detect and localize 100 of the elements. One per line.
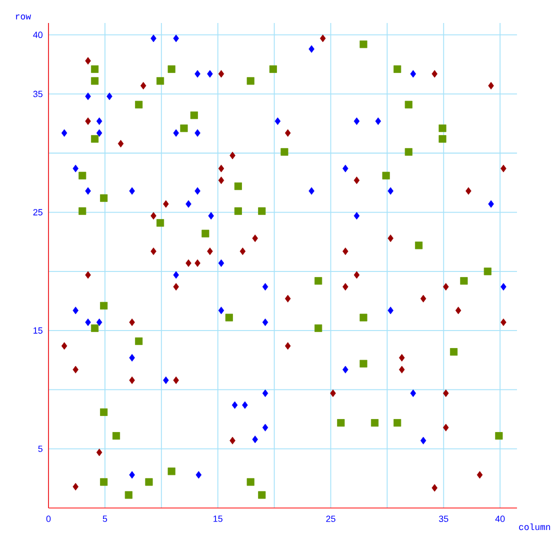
point [432, 70, 438, 78]
point [398, 354, 405, 362]
point [180, 124, 188, 132]
point [85, 57, 91, 65]
point [274, 117, 281, 125]
point [460, 277, 468, 285]
point [156, 219, 164, 227]
point [72, 482, 78, 490]
point [112, 432, 120, 440]
point [484, 268, 492, 276]
point [450, 348, 458, 356]
point [360, 40, 368, 48]
point [207, 70, 213, 78]
point [196, 471, 202, 479]
x-tick-label: 0 [46, 516, 51, 522]
point [173, 283, 179, 291]
point [91, 77, 99, 85]
point [342, 248, 348, 256]
point [240, 248, 246, 256]
y-tick-label: 15 [34, 327, 42, 334]
point [432, 484, 438, 492]
x-tick-label: 40 [495, 516, 505, 522]
point [232, 401, 238, 409]
point [218, 306, 224, 314]
point [96, 318, 102, 326]
point [129, 318, 135, 326]
point [314, 324, 322, 332]
point [78, 207, 86, 215]
point [85, 271, 91, 279]
point [354, 212, 360, 220]
point [442, 424, 449, 432]
point [438, 135, 446, 143]
point [342, 164, 348, 172]
point [230, 152, 236, 160]
x-tick-label: 35 [438, 516, 448, 522]
point [186, 259, 192, 267]
point [150, 248, 156, 256]
point [342, 366, 348, 374]
point [242, 401, 248, 409]
point [246, 478, 254, 486]
point [404, 100, 412, 108]
point [85, 318, 91, 326]
point [500, 283, 506, 291]
point [72, 366, 78, 374]
point [85, 187, 91, 195]
point [129, 354, 135, 362]
point [124, 491, 132, 499]
point [218, 164, 224, 172]
point [145, 478, 153, 486]
point [225, 314, 233, 322]
point [476, 471, 483, 479]
point [342, 283, 348, 291]
point [262, 389, 268, 398]
point [218, 176, 224, 184]
point [420, 294, 426, 302]
point [308, 187, 314, 195]
point [354, 176, 360, 184]
x-axis-title: column [519, 523, 550, 530]
point [500, 318, 506, 326]
y-tick-label: 25 [33, 209, 42, 216]
point [330, 389, 336, 398]
point [208, 212, 214, 220]
point [488, 200, 494, 208]
point [284, 342, 291, 350]
point [163, 200, 169, 208]
point [410, 389, 416, 398]
point [218, 70, 224, 78]
point [308, 45, 314, 53]
point [100, 302, 108, 310]
point [314, 277, 322, 285]
point [129, 376, 135, 384]
point [100, 408, 108, 416]
point [442, 283, 449, 291]
point [442, 389, 449, 398]
point [61, 129, 68, 137]
point [91, 135, 99, 143]
point [91, 65, 99, 73]
point [246, 77, 254, 85]
point [488, 82, 494, 90]
point [284, 294, 291, 302]
point [262, 283, 268, 291]
point [262, 424, 268, 432]
point [269, 65, 277, 73]
point [129, 187, 135, 195]
point [100, 194, 108, 202]
point [194, 129, 200, 137]
point [194, 259, 200, 267]
point [150, 34, 156, 42]
point [382, 172, 390, 180]
point [168, 65, 176, 73]
point [375, 117, 382, 125]
point [100, 478, 108, 486]
point [234, 207, 242, 215]
point [252, 436, 258, 444]
point [388, 306, 394, 314]
point [388, 234, 394, 242]
point [85, 92, 91, 100]
point [129, 471, 135, 479]
point [337, 419, 345, 427]
y-tick-label: 5 [38, 446, 42, 452]
